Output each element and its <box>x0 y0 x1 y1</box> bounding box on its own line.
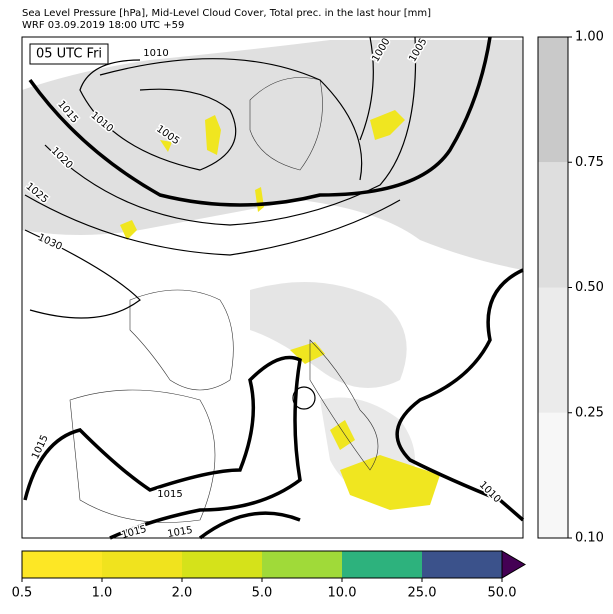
colorbar-tick-label: 1.00 <box>575 30 604 45</box>
colorbar-segment <box>538 412 568 538</box>
colorbar-tick-label: 0.5 <box>12 586 33 601</box>
colorbar-segment <box>538 162 568 288</box>
isobar-label: 1010 <box>143 48 168 59</box>
time-label-box <box>29 43 109 65</box>
coastlines <box>69 77 379 523</box>
colorbar-segment <box>538 37 568 163</box>
colorbar-tick-label: 5.0 <box>252 586 273 601</box>
colorbar-tick-label: 0.50 <box>575 280 604 295</box>
colorbar-segment <box>262 551 342 578</box>
colorbar-segment <box>342 551 422 578</box>
title: Sea Level Pressure [hPa], Mid-Level Clou… <box>22 8 431 19</box>
cloud-colorbar: 0.10 0.25 0.50 0.75 1.00 <box>537 30 604 546</box>
time-label: 05 UTC Fri <box>36 47 102 62</box>
colorbar-segment <box>22 551 102 578</box>
colorbar-segment <box>102 551 182 578</box>
colorbar-tick-label: 0.25 <box>575 405 604 420</box>
map-frame <box>21 36 524 539</box>
colorbar-tick-label: 0.75 <box>575 155 604 170</box>
colorbar-segment <box>182 551 262 578</box>
precip-colorbar: 0.5 1.0 2.0 5.0 10.0 25.0 50.0 <box>12 550 526 601</box>
isobars <box>23 36 525 540</box>
colorbar-tick-label: 1.0 <box>92 586 113 601</box>
subtitle: WRF 03.09.2019 18:00 UTC +59 <box>22 20 184 31</box>
colorbar-extension <box>501 550 526 579</box>
colorbar-tick-label: 50.0 <box>488 586 517 601</box>
colorbar-segment <box>422 551 502 578</box>
colorbar-tick-label: 25.0 <box>408 586 437 601</box>
isobar-label: 1015 <box>157 489 182 500</box>
colorbar-tick-label: 2.0 <box>172 586 193 601</box>
colorbar-tick-label: 0.10 <box>575 531 604 546</box>
colorbar-segment <box>538 287 568 413</box>
colorbar-tick-label: 10.0 <box>328 586 357 601</box>
